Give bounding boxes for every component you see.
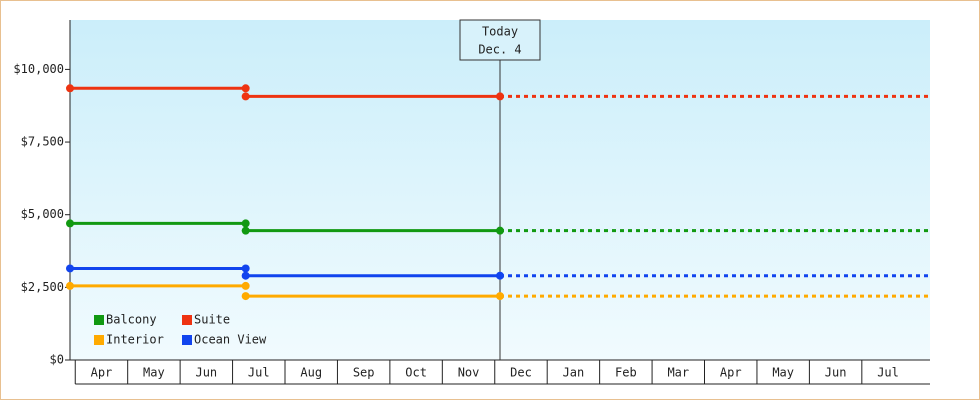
legend-label: Suite <box>194 313 230 327</box>
x-tick-label: Oct <box>405 366 427 380</box>
point <box>66 219 74 228</box>
x-tick-label: Mar <box>667 366 689 380</box>
legend-swatch <box>94 335 104 345</box>
y-tick-label: $7,500 <box>21 135 64 149</box>
x-tick-label: May <box>143 366 165 380</box>
today-box <box>459 19 541 61</box>
x-tick-label: Jan <box>563 366 585 380</box>
x-tick-label: Jul <box>248 366 270 380</box>
legend-label: Interior <box>106 333 164 347</box>
x-tick-label: Feb <box>615 366 637 380</box>
point <box>241 84 250 93</box>
y-tick-label: $5,000 <box>21 207 64 221</box>
point <box>241 271 250 280</box>
today-label: Today <box>482 25 518 39</box>
point <box>241 219 250 228</box>
x-tick-label: May <box>772 366 794 380</box>
y-tick-label: $2,500 <box>21 280 64 294</box>
legend-label: Balcony <box>106 313 157 327</box>
point <box>241 281 250 290</box>
point <box>241 92 250 101</box>
legend-swatch <box>182 315 192 325</box>
y-tick-label: $10,000 <box>13 62 64 76</box>
x-tick-label: Jul <box>877 366 899 380</box>
point <box>241 292 250 301</box>
x-tick-label: Apr <box>720 366 742 380</box>
x-tick-label: Jun <box>825 366 847 380</box>
legend-swatch <box>94 315 104 325</box>
point <box>241 264 250 273</box>
x-tick-label: Aug <box>300 366 322 380</box>
x-tick-label: Sep <box>353 366 375 380</box>
point <box>241 226 250 235</box>
x-tick-label: Apr <box>91 366 113 380</box>
legend-swatch <box>182 335 192 345</box>
legend-label: Ocean View <box>194 333 267 347</box>
point <box>66 84 74 93</box>
x-tick-label: Dec <box>510 366 532 380</box>
x-tick-label: Jun <box>195 366 217 380</box>
x-tick-label: Nov <box>458 366 480 380</box>
point <box>66 264 74 273</box>
point <box>66 281 74 290</box>
today-label: Dec. 4 <box>478 43 521 57</box>
y-tick-label: $0 <box>50 353 64 367</box>
